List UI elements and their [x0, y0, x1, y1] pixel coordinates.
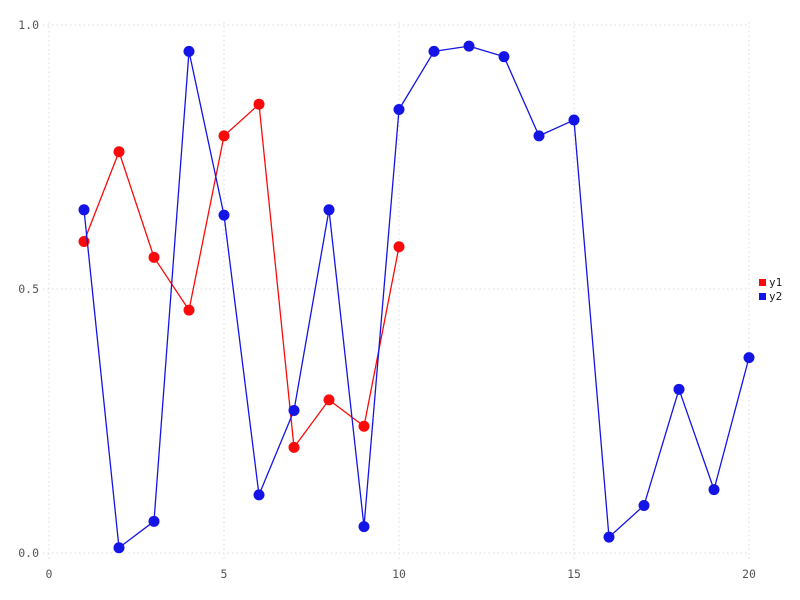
- series-y1-marker: [148, 251, 160, 263]
- x-tick-label: 0: [46, 567, 53, 581]
- series-y2-marker: [218, 209, 230, 221]
- series-y2-marker: [463, 40, 475, 52]
- series-y2-marker: [708, 484, 720, 496]
- series-y2-marker: [673, 383, 685, 395]
- series-y1-marker: [393, 241, 405, 253]
- series-y2-marker: [603, 531, 615, 543]
- series-y2-marker: [288, 404, 300, 416]
- series-y1-marker: [253, 98, 265, 110]
- y-tick-label: 0.5: [18, 282, 39, 296]
- series-y1-marker: [218, 130, 230, 142]
- legend-swatch-y2: [759, 293, 766, 300]
- series-y1-marker: [358, 420, 370, 432]
- series-y2-marker: [183, 45, 195, 57]
- series-y2-marker: [498, 51, 510, 63]
- series-y2-marker: [638, 499, 650, 511]
- series-y1-marker: [288, 441, 300, 453]
- series-y2-marker: [568, 114, 580, 126]
- y-tick-label: 1.0: [18, 18, 39, 32]
- series-y2-marker: [743, 352, 755, 364]
- x-tick-label: 10: [392, 567, 406, 581]
- series-y1-marker: [323, 394, 335, 406]
- series-y2-marker: [323, 204, 335, 216]
- legend-label-y1: y1: [769, 276, 782, 289]
- series-y2-marker: [393, 103, 405, 115]
- series-y2-marker: [78, 204, 90, 216]
- series-y2-marker: [113, 542, 125, 554]
- series-y2-marker: [148, 515, 160, 527]
- series-y2-marker: [358, 521, 370, 533]
- series-y2-marker: [428, 45, 440, 57]
- x-tick-label: 15: [567, 567, 581, 581]
- legend-swatch-y1: [759, 279, 766, 286]
- y-tick-label: 0.0: [18, 546, 39, 560]
- series-y2-marker: [253, 489, 265, 501]
- series-y2-marker: [533, 130, 545, 142]
- series-y1-marker: [113, 146, 125, 158]
- x-tick-label: 5: [221, 567, 228, 581]
- x-tick-label: 20: [742, 567, 756, 581]
- series-y1-line: [83, 103, 400, 449]
- legend-label-y2: y2: [769, 290, 782, 303]
- series-y1-marker: [183, 304, 195, 316]
- series-y2-line: [83, 45, 750, 549]
